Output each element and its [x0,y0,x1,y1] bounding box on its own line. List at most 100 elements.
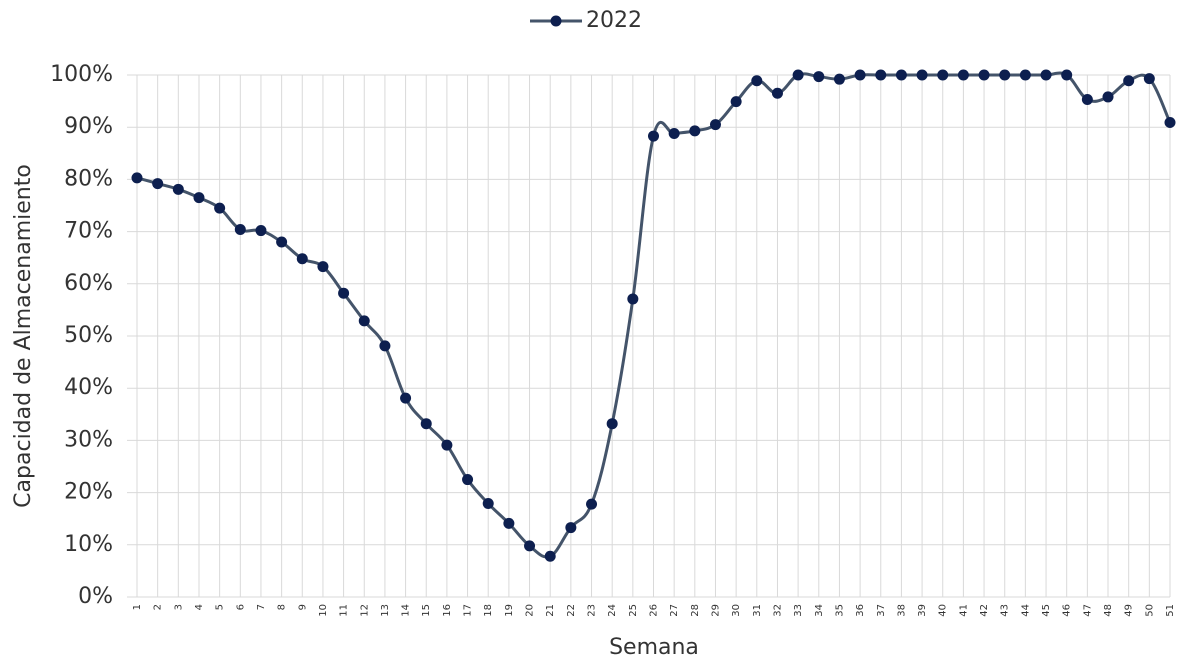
x-tick-label: 24 [607,604,618,617]
marker [544,550,556,562]
x-tick-label: 49 [1124,604,1135,617]
marker [503,517,515,529]
marker [193,192,205,204]
x-tick-label: 18 [483,604,494,617]
x-tick-label: 27 [669,604,680,617]
y-tick-label: 90% [64,114,113,139]
marker [689,125,701,137]
x-tick-label: 19 [504,604,515,617]
marker [152,178,164,190]
y-tick-label: 60% [64,271,113,296]
marker [937,69,949,81]
x-tick-label: 50 [1144,604,1155,617]
x-tick-label: 45 [1041,604,1052,617]
marker [1123,75,1135,87]
x-tick-label: 4 [194,604,205,610]
x-tick-label: 25 [628,604,639,617]
x-tick-label: 37 [876,604,887,617]
marker [524,540,536,552]
x-tick-label: 46 [1062,604,1073,617]
y-tick-label: 50% [64,323,113,348]
x-tick-label: 48 [1103,604,1114,617]
y-axis-title: Capacidad de Almacenamiento [11,164,36,508]
x-tick-label: 33 [793,604,804,617]
marker [1061,69,1073,81]
marker [317,261,329,273]
legend-marker [550,15,562,27]
x-tick-label: 15 [421,604,432,617]
x-tick-label: 8 [277,604,288,610]
marker [833,73,845,85]
x-tick-label: 5 [215,604,226,610]
marker [1164,117,1176,129]
marker [1040,69,1052,81]
marker [172,183,184,195]
y-tick-label: 100% [50,62,113,87]
line [136,71,1172,559]
marker [379,340,391,352]
x-tick-label: 7 [256,604,267,610]
marker [709,119,721,131]
marker [234,224,246,236]
x-tick-label: 22 [566,604,577,617]
y-tick-label: 20% [64,480,113,505]
x-tick-label: 31 [752,604,763,617]
x-tick-label: 32 [772,604,783,617]
marker [586,498,598,510]
marker [338,287,350,299]
x-tick-label: 47 [1082,604,1093,617]
x-tick-label: 9 [297,604,308,610]
x-tick-label: 14 [401,604,412,617]
marker [276,236,288,248]
x-tick-label: 30 [731,604,742,617]
marker [462,474,474,486]
legend-label: 2022 [586,8,642,33]
x-tick-label: 11 [339,604,350,617]
marker [854,69,866,81]
marker [1081,94,1093,106]
x-tick-label: 40 [938,604,949,617]
y-tick-label: 80% [64,166,113,191]
x-tick-label: 1 [132,604,143,610]
x-tick-label: 43 [1000,604,1011,617]
marker [999,69,1011,81]
marker [792,69,804,81]
marker [895,69,907,81]
x-tick-label: 29 [710,604,721,617]
x-tick-label: 41 [958,604,969,617]
y-tick-label: 10% [64,532,113,557]
x-tick-label: 3 [173,604,184,610]
x-tick-label: 6 [235,604,246,610]
marker [957,69,969,81]
marker [420,418,432,430]
x-tick-label: 10 [318,604,329,617]
marker [441,439,453,451]
marker [916,69,928,81]
marker [131,172,143,184]
marker [358,315,370,327]
marker [255,225,267,237]
x-tick-label: 36 [855,604,866,617]
marker [214,202,226,214]
marker [875,69,887,81]
marker [648,130,659,142]
x-tick-label: 23 [587,604,598,617]
x-tick-label: 12 [359,604,370,617]
marker [606,418,618,430]
x-tick-label: 42 [979,604,990,617]
x-tick-label: 17 [463,604,474,617]
marker [400,392,412,404]
x-tick-label: 38 [896,604,907,617]
x-tick-label: 51 [1165,604,1176,617]
x-tick-label: 21 [545,604,556,617]
marker [730,96,742,108]
marker [813,71,825,83]
x-tick-label: 26 [649,604,660,617]
marker [668,127,680,139]
y-tick-label: 70% [64,219,113,244]
marker [751,75,763,87]
x-tick-label: 2 [153,604,164,610]
marker [1143,73,1155,85]
x-tick-label: 16 [442,604,453,617]
